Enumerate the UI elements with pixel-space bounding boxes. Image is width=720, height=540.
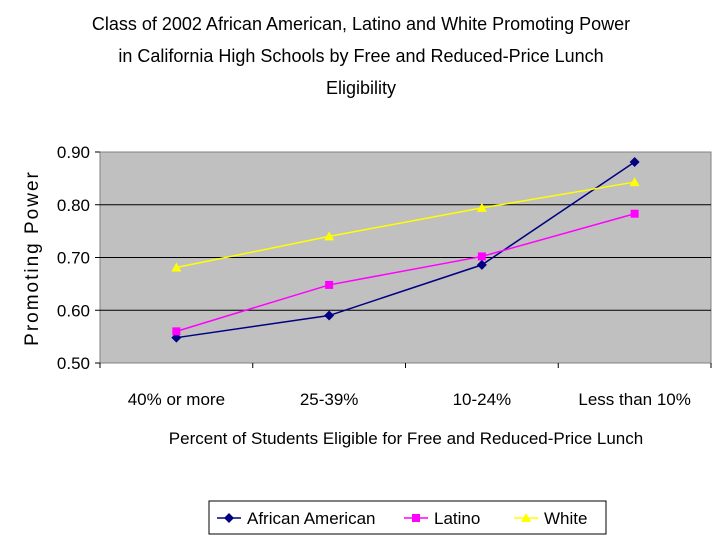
y-tick-label: 0.80 [57, 196, 90, 215]
series-layer [171, 157, 640, 343]
y-axis-ticks: 0.50 0.60 0.70 0.80 0.90 [57, 143, 100, 373]
series-line-african-american [176, 161, 636, 339]
data-point-latino [630, 209, 639, 218]
legend: African American Latino White [217, 509, 587, 528]
series-african-american [171, 157, 640, 343]
legend-label: White [544, 509, 587, 528]
x-axis-ticks: 40% or more 25-39% 10-24% Less than 10% [99, 363, 712, 409]
data-point-white [476, 202, 487, 212]
data-point-latino [477, 252, 486, 261]
x-tick-label: 40% or more [128, 390, 225, 409]
series-latino [172, 209, 639, 336]
chart-title-line-1: Class of 2002 African American, Latino a… [92, 14, 630, 34]
chart-title: Class of 2002 African American, Latino a… [92, 14, 630, 98]
data-point-latino [325, 280, 334, 289]
data-point-african-american [476, 259, 487, 270]
data-point-african-american [324, 310, 335, 321]
y-tick-label: 0.90 [57, 143, 90, 162]
y-tick-label: 0.60 [57, 301, 90, 320]
series-line-latino [176, 212, 635, 333]
gridlines [100, 204, 711, 311]
x-axis-label: Percent of Students Eligible for Free an… [169, 429, 643, 448]
data-point-latino [172, 327, 181, 336]
y-axis-label: Promoting Power [22, 170, 43, 346]
legend-entry-african-american: African American [217, 509, 376, 528]
series-white [171, 177, 640, 272]
x-tick-label: Less than 10% [578, 390, 690, 409]
chart-title-line-2: in California High Schools by Free and R… [118, 46, 603, 66]
data-point-white [324, 231, 335, 241]
x-tick-label: 10-24% [453, 390, 512, 409]
legend-label: Latino [434, 509, 480, 528]
legend-swatch-marker [224, 513, 234, 523]
chart-title-line-3: Eligibility [326, 78, 396, 98]
legend-label: African American [247, 509, 376, 528]
data-point-african-american [629, 157, 640, 168]
data-point-white [629, 177, 640, 187]
legend-swatch-marker [521, 513, 531, 522]
legend-swatch-marker [412, 514, 420, 522]
legend-entry-white: White [514, 509, 587, 528]
data-point-white [171, 262, 182, 272]
y-tick-label: 0.70 [57, 249, 90, 268]
x-tick-label: 25-39% [300, 390, 359, 409]
legend-entry-latino: Latino [404, 509, 480, 528]
series-line-white [176, 181, 635, 269]
y-tick-label: 0.50 [57, 354, 90, 373]
